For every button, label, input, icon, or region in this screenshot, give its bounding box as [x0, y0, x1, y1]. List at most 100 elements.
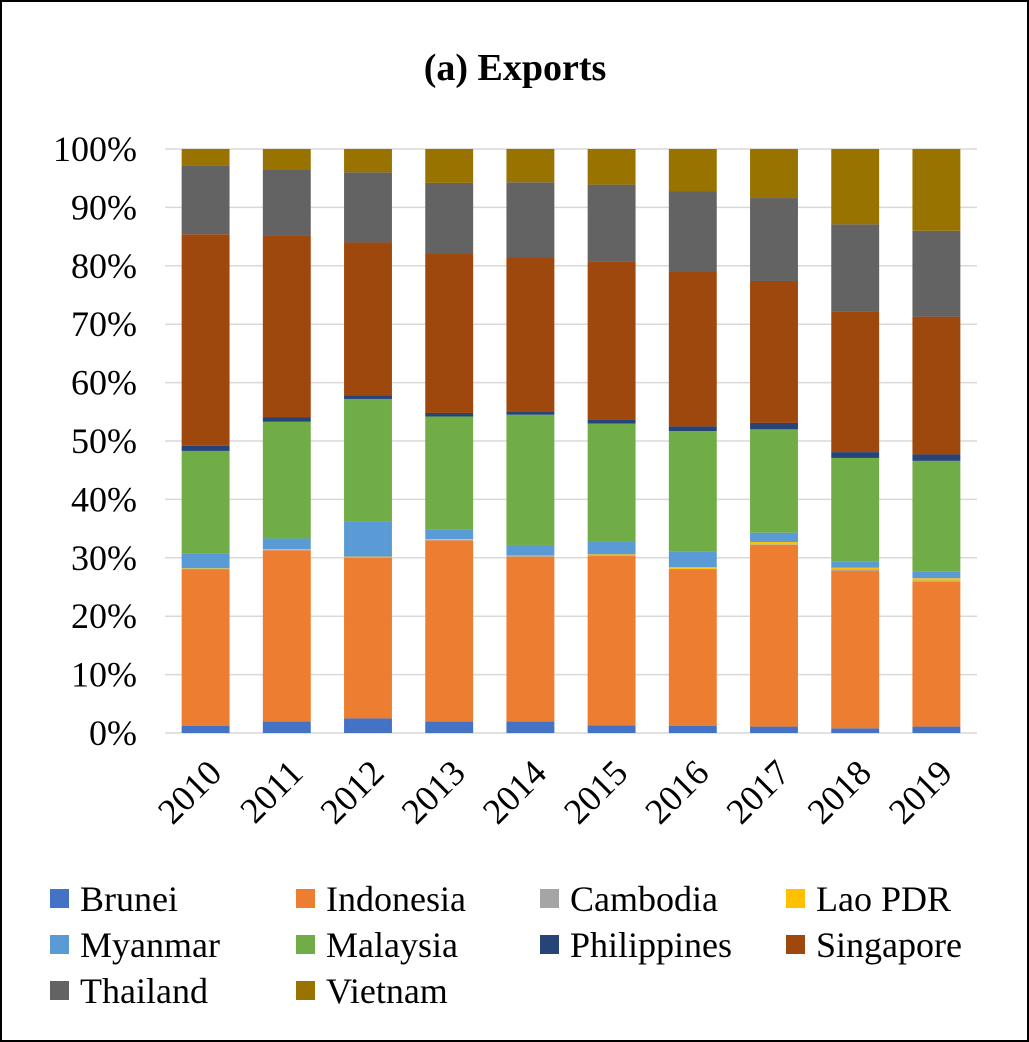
bar-segment-brunei	[831, 728, 880, 733]
x-tick-label: 2010	[150, 752, 229, 831]
bar-segment-lao-pdr	[831, 567, 880, 570]
bar-segment-malaysia	[831, 457, 880, 562]
bar-segment-philippines	[750, 422, 798, 430]
bar-segment-lao-pdr	[587, 554, 636, 556]
bar-segment-thailand	[181, 165, 230, 235]
bar-segment-lao-pdr	[668, 567, 717, 569]
bar-segment-myanmar	[668, 551, 717, 568]
bar-segment-malaysia	[344, 398, 392, 522]
bar-segment-indonesia	[750, 544, 798, 727]
bar-segment-malaysia	[912, 460, 961, 572]
bar-segment-lao-pdr	[262, 549, 311, 550]
bar-segment-myanmar	[181, 553, 230, 569]
bar-segment-cambodia	[587, 555, 636, 557]
bar-segment-brunei	[262, 721, 311, 733]
y-axis-ticks: 0% 10% 20% 30% 40% 50% 60% 70% 80% 90% 100%	[53, 129, 137, 753]
legend: Brunei Indonesia Cambodia Lao PDR Myanmar Mal…	[50, 879, 962, 1011]
bar-segment-cambodia	[344, 557, 392, 558]
y-tick-label: 50%	[71, 421, 137, 461]
bar-segment-cambodia	[831, 569, 880, 571]
y-tick-label: 70%	[71, 304, 137, 344]
legend-swatch	[296, 981, 315, 1000]
bar-segment-thailand	[912, 230, 961, 317]
bar-segment-thailand	[587, 184, 636, 262]
bar-segment-indonesia	[668, 569, 717, 726]
legend-label: Cambodia	[570, 879, 718, 919]
bar-segment-lao-pdr	[912, 578, 961, 581]
bar-segment-myanmar	[750, 532, 798, 543]
bar-segment-brunei	[181, 725, 230, 733]
legend-label: Brunei	[80, 879, 178, 919]
bar-segment-thailand	[425, 182, 474, 254]
bar-segment-lao-pdr	[425, 539, 474, 540]
x-tick-label: 2017	[718, 752, 797, 831]
legend-label: Myanmar	[80, 925, 220, 965]
bar-segment-myanmar	[506, 544, 555, 556]
x-tick-label: 2018	[800, 752, 879, 831]
bar-segment-brunei	[912, 726, 961, 733]
bar-segment-vietnam	[425, 149, 474, 183]
y-tick-label: 100%	[53, 129, 137, 169]
legend-item: Lao PDR	[786, 879, 951, 919]
bar-segment-brunei	[750, 726, 798, 733]
legend-item: Vietnam	[296, 971, 448, 1011]
bar-segment-brunei	[668, 725, 717, 733]
y-tick-label: 40%	[71, 479, 137, 519]
bar-segment-philippines	[587, 419, 636, 424]
bar-segment-singapore	[181, 234, 230, 446]
bar-segment-vietnam	[262, 149, 311, 170]
legend-swatch	[296, 935, 315, 954]
legend-label: Indonesia	[326, 879, 466, 919]
bar-segment-malaysia	[425, 416, 474, 530]
bar-segment-brunei	[587, 725, 636, 733]
bar-segment-thailand	[344, 172, 392, 243]
x-tick-label: 2012	[312, 752, 391, 831]
bar-segment-cambodia	[181, 568, 230, 570]
bar-segment-lao-pdr	[506, 555, 555, 557]
bar-segment-lao-pdr	[344, 556, 392, 558]
legend-label: Lao PDR	[816, 879, 951, 919]
bar-stack-2013	[425, 149, 474, 733]
legend-item: Thailand	[50, 971, 208, 1011]
x-tick-label: 2011	[232, 752, 310, 830]
bar-segment-philippines	[181, 445, 230, 451]
bar-segment-vietnam	[831, 149, 880, 225]
bar-segment-thailand	[506, 182, 555, 258]
bar-stack-2011	[262, 149, 311, 733]
bar-segment-philippines	[912, 454, 961, 461]
legend-swatch	[786, 889, 805, 908]
bar-stack-2010	[181, 149, 230, 733]
bar-segment-myanmar	[912, 571, 961, 579]
bar-segment-thailand	[262, 169, 311, 236]
bar-segment-vietnam	[750, 149, 798, 199]
bar-segment-singapore	[912, 316, 961, 455]
legend-item: Cambodia	[540, 879, 718, 919]
bar-segment-singapore	[831, 311, 880, 453]
bar-stack-2017	[750, 149, 798, 733]
legend-item: Philippines	[540, 925, 732, 965]
bar-segment-lao-pdr	[181, 568, 230, 569]
bar-segment-vietnam	[668, 149, 717, 192]
legend-swatch	[50, 981, 69, 1000]
x-axis-ticks: 2010 2011 2012 2013 2014 2015 2016 2017 2018 2019	[150, 752, 960, 831]
bar-segment-singapore	[750, 280, 798, 423]
legend-label: Thailand	[80, 971, 208, 1011]
bar-segment-singapore	[262, 235, 311, 418]
y-tick-label: 20%	[71, 596, 137, 636]
bar-segment-cambodia	[262, 549, 311, 551]
bar-segment-indonesia	[181, 569, 230, 726]
y-tick-label: 90%	[71, 187, 137, 227]
x-tick-label: 2013	[394, 752, 473, 831]
legend-label: Malaysia	[326, 925, 458, 965]
bar-segment-vietnam	[344, 149, 392, 173]
bar-segment-vietnam	[587, 149, 636, 185]
bar-stack-2016	[668, 149, 717, 733]
bar-stack-2018	[831, 149, 880, 733]
bar-segment-singapore	[344, 242, 392, 396]
bar-segment-singapore	[668, 271, 717, 427]
chart-title: (a) Exports	[424, 47, 607, 89]
x-tick-label: 2014	[475, 752, 554, 831]
bar-segment-malaysia	[668, 431, 717, 552]
bar-segment-philippines	[668, 426, 717, 432]
